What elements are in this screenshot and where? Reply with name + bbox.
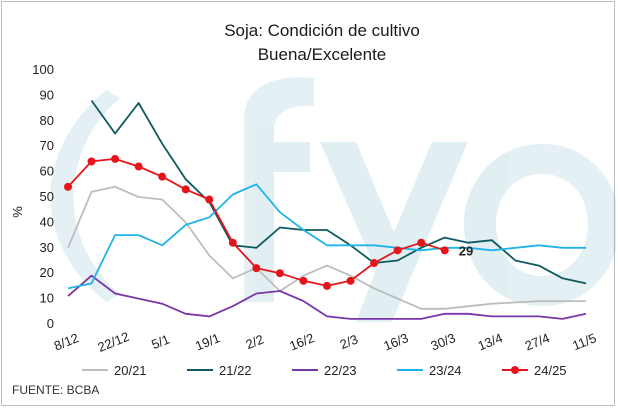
legend-label-21-22: 21/22 xyxy=(219,363,252,378)
y-tick-label: 30 xyxy=(40,240,54,255)
x-tick-label: 22/12 xyxy=(96,329,132,355)
chart-title: Soja: Condición de cultivo xyxy=(224,21,420,40)
data-point-24-25 xyxy=(417,238,426,247)
data-point-24-25 xyxy=(346,276,355,285)
x-tick-label: 27/4 xyxy=(523,330,552,353)
y-tick-label: 80 xyxy=(40,113,54,128)
last-value-annotation: 29 xyxy=(459,243,473,258)
legend-label-20-21: 20/21 xyxy=(114,363,147,378)
series-line-20-21 xyxy=(67,185,586,310)
data-point-24-25 xyxy=(393,246,402,255)
series-line-21-22 xyxy=(90,99,587,285)
legend-label-22-23: 22/23 xyxy=(324,363,357,378)
x-tick-label: 13/4 xyxy=(476,330,505,353)
x-tick-label: 8/12 xyxy=(52,330,81,353)
x-tick-label: 16/2 xyxy=(287,330,316,353)
y-tick-label: 50 xyxy=(40,189,54,204)
data-point-24-25 xyxy=(275,269,284,278)
data-point-24-25 xyxy=(370,259,379,268)
data-point-24-25 xyxy=(64,182,72,191)
data-point-24-25 xyxy=(181,185,190,194)
legend-marker-24-25 xyxy=(511,366,519,374)
data-point-24-25 xyxy=(228,238,237,247)
data-point-24-25 xyxy=(323,281,331,290)
y-tick-label: 60 xyxy=(40,164,54,179)
watermark-letter-o xyxy=(464,144,616,306)
watermark-logo xyxy=(50,77,616,322)
x-tick-label: 30/3 xyxy=(428,330,457,353)
data-point-24-25 xyxy=(205,195,214,204)
y-axis: 0 10 20 30 40 50 60 70 80 90 100 xyxy=(32,62,54,331)
x-tick-label: 2/2 xyxy=(243,331,265,352)
legend-label-23-24: 23/24 xyxy=(429,363,462,378)
chart-subtitle: Buena/Excelente xyxy=(258,45,387,64)
watermark-left-paren xyxy=(50,90,120,302)
plot-area xyxy=(64,99,587,320)
x-tick-label: 16/3 xyxy=(381,330,410,353)
data-point-24-25 xyxy=(440,246,449,255)
data-point-24-25 xyxy=(158,172,167,181)
y-tick-label: 0 xyxy=(47,316,54,331)
data-point-24-25 xyxy=(299,276,308,285)
data-point-24-25 xyxy=(252,264,261,273)
x-tick-label: 5/1 xyxy=(149,331,171,352)
y-tick-label: 100 xyxy=(32,62,54,77)
y-tick-label: 70 xyxy=(40,138,54,153)
data-point-24-25 xyxy=(87,157,96,166)
legend: 20/21 21/22 22/23 23/24 24/25 xyxy=(82,363,567,378)
series-line-23-24 xyxy=(67,183,586,290)
source-note: FUENTE: BCBA xyxy=(12,383,99,397)
data-point-24-25 xyxy=(111,154,120,163)
y-axis-label: % xyxy=(10,206,25,218)
watermark-letter-y xyxy=(320,142,468,322)
watermark-letter-f xyxy=(244,77,314,302)
y-tick-label: 10 xyxy=(40,291,54,306)
x-tick-label: 11/5 xyxy=(570,330,598,353)
x-tick-label: 19/1 xyxy=(193,330,222,353)
legend-label-24-25: 24/25 xyxy=(534,363,567,378)
data-point-24-25 xyxy=(134,162,143,171)
x-axis: 8/12 22/12 5/1 19/1 2/2 16/2 2/3 16/3 30/3 13/4 27… xyxy=(52,329,599,355)
series-line-22-23 xyxy=(67,274,587,320)
x-tick-label: 2/3 xyxy=(338,331,360,352)
y-tick-label: 20 xyxy=(40,265,54,280)
y-tick-label: 40 xyxy=(40,214,54,229)
y-tick-label: 90 xyxy=(40,87,54,102)
